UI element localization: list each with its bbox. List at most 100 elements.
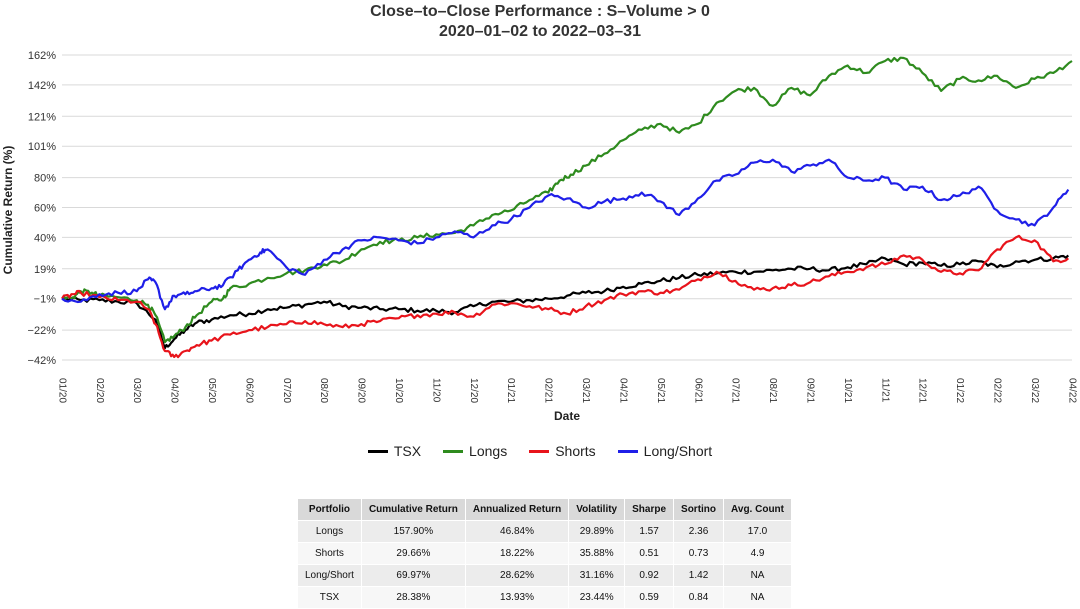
table-cell: 28.62% xyxy=(464,564,570,587)
x-tick-label: 01/20 xyxy=(56,378,67,403)
x-tick-label: 07/20 xyxy=(281,378,292,403)
table-cell: NA xyxy=(723,586,792,609)
table-cell: 0.51 xyxy=(624,542,675,565)
x-tick-label: 06/20 xyxy=(243,378,254,403)
x-tick-label: 02/21 xyxy=(543,378,554,403)
table-row: Longs 157.90% 46.84% 29.89% 1.57 2.36 17.0 xyxy=(297,520,792,543)
table-header-cell: Avg. Count xyxy=(723,498,792,521)
table-cell: 18.22% xyxy=(464,542,570,565)
x-tick-label: 05/20 xyxy=(206,378,217,403)
table-cell: 0.59 xyxy=(624,586,675,609)
y-tick-label: −42% xyxy=(28,355,57,367)
table-cell: 0.73 xyxy=(673,542,725,565)
table-cell: 29.66% xyxy=(360,542,466,565)
x-tick-label: 01/21 xyxy=(505,378,516,403)
table-cell: 157.90% xyxy=(360,520,466,543)
table-cell: 69.97% xyxy=(360,564,466,587)
y-axis-label: Cumulative Return (%) xyxy=(1,146,15,275)
legend-swatch xyxy=(529,449,550,453)
x-tick-label: 11/20 xyxy=(430,378,441,403)
legend-swatch xyxy=(367,449,388,453)
x-tick-label: 12/20 xyxy=(468,378,479,403)
x-tick-label: 09/21 xyxy=(805,378,816,403)
x-tick-label: 03/21 xyxy=(580,378,591,403)
x-tick-label: 02/22 xyxy=(992,378,1003,403)
table-header-cell: Portfolio xyxy=(297,498,362,521)
table-cell: NA xyxy=(723,564,792,587)
x-tick-label: 10/21 xyxy=(842,378,853,403)
legend-item-shorts: Shorts xyxy=(529,443,596,459)
series-line-long-short xyxy=(61,158,1070,311)
y-tick-label: 101% xyxy=(28,141,56,153)
x-tick-label: 04/22 xyxy=(1066,378,1077,403)
table-cell: 1.42 xyxy=(673,564,725,587)
x-tick-label: 05/21 xyxy=(655,378,666,403)
table-cell: Longs xyxy=(297,520,362,543)
performance-chart: 162%142%121%101%80%60%40%19%−1%−22%−42% … xyxy=(1,50,1077,423)
legend-swatch xyxy=(617,449,638,453)
table-cell: TSX xyxy=(297,586,362,609)
table-row: Long/Short 69.97% 28.62% 31.16% 0.92 1.42 NA xyxy=(297,564,792,587)
series-line-longs xyxy=(61,56,1073,344)
table-header-cell: Volatility xyxy=(568,498,626,521)
x-tick-label: 04/20 xyxy=(169,378,180,403)
series-lines xyxy=(61,56,1073,359)
table-cell: 46.84% xyxy=(464,520,570,543)
x-tick-label: 03/22 xyxy=(1029,378,1040,403)
x-tick-label: 06/21 xyxy=(692,378,703,403)
y-tick-label: 162% xyxy=(28,50,56,62)
x-tick-label: 04/21 xyxy=(617,378,628,403)
x-tick-label: 12/21 xyxy=(917,378,928,403)
table-cell: 17.0 xyxy=(723,520,792,543)
x-tick-label: 03/20 xyxy=(131,378,142,403)
legend-label: Shorts xyxy=(555,443,596,459)
x-tick-label: 08/21 xyxy=(767,378,778,403)
table-cell: 13.93% xyxy=(464,586,570,609)
y-tick-label: 80% xyxy=(34,173,56,185)
table-cell: 2.36 xyxy=(673,520,725,543)
table-body: Longs 157.90% 46.84% 29.89% 1.57 2.36 17.0 Shor… xyxy=(297,520,792,609)
legend-item-tsx: TSX xyxy=(367,443,422,459)
gridlines xyxy=(62,54,1072,361)
table-cell: 0.92 xyxy=(624,564,675,587)
x-tick-label: 11/21 xyxy=(879,378,890,403)
table-cell: 35.88% xyxy=(568,542,626,565)
x-tick-label: 08/20 xyxy=(318,378,329,403)
legend-label: TSX xyxy=(393,443,422,459)
y-tick-label: 40% xyxy=(34,232,56,244)
x-tick-label: 09/20 xyxy=(356,378,367,403)
table-cell: 4.9 xyxy=(723,542,792,565)
x-tick-label: 01/22 xyxy=(954,378,965,403)
table-row: TSX 28.38% 13.93% 23.44% 0.59 0.84 NA xyxy=(297,586,792,609)
table-cell: 23.44% xyxy=(568,586,626,609)
legend-swatch xyxy=(443,449,464,453)
legend-item-longs: Longs xyxy=(443,443,507,459)
y-tick-label: 121% xyxy=(28,111,56,123)
table-cell: 31.16% xyxy=(568,564,626,587)
table-row: Shorts 29.66% 18.22% 35.88% 0.51 0.73 4.9 xyxy=(297,542,792,565)
y-tick-labels: 162% 142% 121% 101% 80% 60% 40% 19% −1% −22% −42% xyxy=(28,50,57,367)
y-tick-label: −22% xyxy=(28,325,57,337)
legend-label: Long/Short xyxy=(643,443,713,459)
legend: TSX Longs Shorts Long/Short xyxy=(0,441,1080,461)
x-tick-labels: 01/20 02/20 03/20 04/20 05/20 06/20 07/20 08/20… xyxy=(56,378,1077,403)
series-line-tsx xyxy=(61,254,1070,350)
x-tick-label: 02/20 xyxy=(94,378,105,403)
x-tick-label: 07/21 xyxy=(730,378,741,403)
table-header-cell: Cumulative Return xyxy=(360,498,466,521)
table-cell: Long/Short xyxy=(297,564,362,587)
table-cell: 29.89% xyxy=(568,520,626,543)
legend-label: Longs xyxy=(469,443,508,459)
chart-subtitle: 2020–01–02 to 2022–03–31 xyxy=(439,23,641,40)
y-tick-label: 19% xyxy=(34,264,56,276)
table-cell: 0.84 xyxy=(673,586,725,609)
table-header-row: Portfolio Cumulative Return Annualized Ret… xyxy=(297,498,792,521)
table-header-cell: Sharpe xyxy=(624,498,675,521)
table-cell: 1.57 xyxy=(624,520,675,543)
y-tick-label: −1% xyxy=(34,294,57,306)
series-line-shorts xyxy=(61,234,1070,359)
table-header-cell: Sortino xyxy=(673,498,725,521)
legend-item-long-short: Long/Short xyxy=(617,443,713,459)
chart-title: Close–to–Close Performance : S–Volume > … xyxy=(370,3,710,20)
x-tick-label: 10/20 xyxy=(393,378,404,403)
